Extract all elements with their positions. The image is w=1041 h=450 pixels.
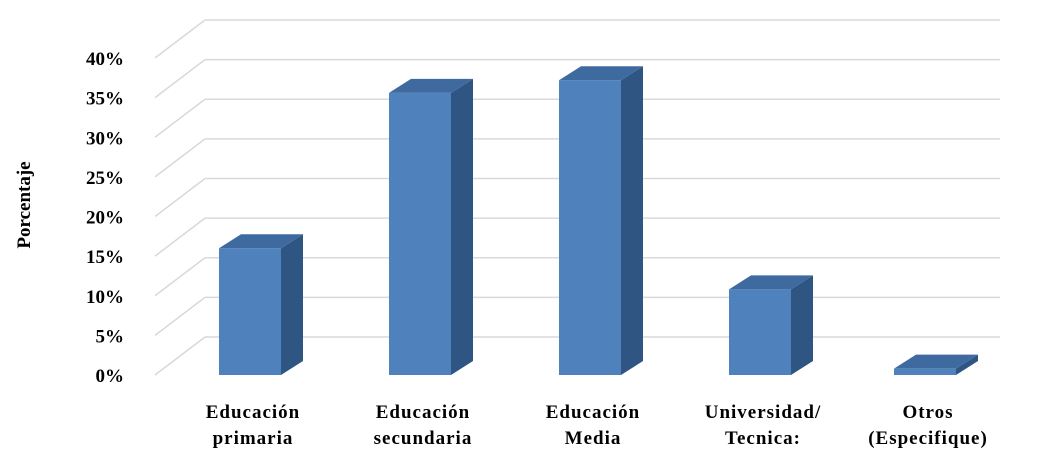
x-tick-label-line: secundaria [374,428,473,449]
bar [389,78,473,376]
bar-top [729,275,813,290]
x-tick-label: Educación Media [546,402,641,449]
x-tick-label: Educación primaria [206,402,301,449]
y-tick-label: 35% [86,89,124,110]
grid-line [154,58,1000,99]
y-tick-label: 0% [96,366,125,387]
x-tick-label-line: Universidad/ [705,402,822,423]
bar [729,275,813,375]
bar-front [219,248,281,375]
bar [894,354,978,375]
x-tick-label-line: Media [565,428,622,449]
y-axis-ticks: 0% 5% 10% 15% 20% 25% 30% 35% 40% [86,49,124,387]
bar-front [389,92,451,376]
x-tick-label: Otros (Especifique) [868,402,988,449]
y-tick-label: 25% [86,168,124,189]
x-tick-label-line: Otros [902,402,953,423]
bar-side [791,275,813,375]
bar-top [894,354,978,369]
x-tick-label: Universidad/Tecnica: [705,402,822,449]
x-tick-label-line: Educación [376,402,471,423]
bar [219,234,303,375]
grid-line [154,19,1000,59]
y-tick-label: 20% [86,208,124,229]
bar-front [559,80,621,375]
y-axis-title: Porcentaje [14,161,35,248]
x-tick-label: Educación secundaria [374,402,473,449]
bar-top [219,234,303,249]
y-tick-label: 40% [86,49,124,70]
y-tick-label: 15% [86,247,124,268]
bar-side [451,78,473,376]
bar [559,66,643,375]
x-axis-labels: EducaciónprimariaEducaciónsecundariaEduc… [206,402,988,449]
x-tick-label-line: (Especifique) [868,428,988,449]
bar-front [729,289,791,375]
bar-top [559,66,643,81]
bars [219,66,978,376]
x-tick-label-line: Educación [206,402,301,423]
bar-top [389,78,473,93]
y-tick-label: 5% [96,326,125,347]
bar-side [956,354,978,375]
x-tick-label-line: Educación [546,402,641,423]
bar-side [621,66,643,375]
x-tick-label-line: primaria [213,428,294,449]
bar-side [281,234,303,375]
bar-front [894,368,956,375]
x-tick-label-line: Tecnica: [725,428,801,449]
y-tick-label: 30% [86,128,124,149]
y-tick-label: 10% [86,287,124,308]
